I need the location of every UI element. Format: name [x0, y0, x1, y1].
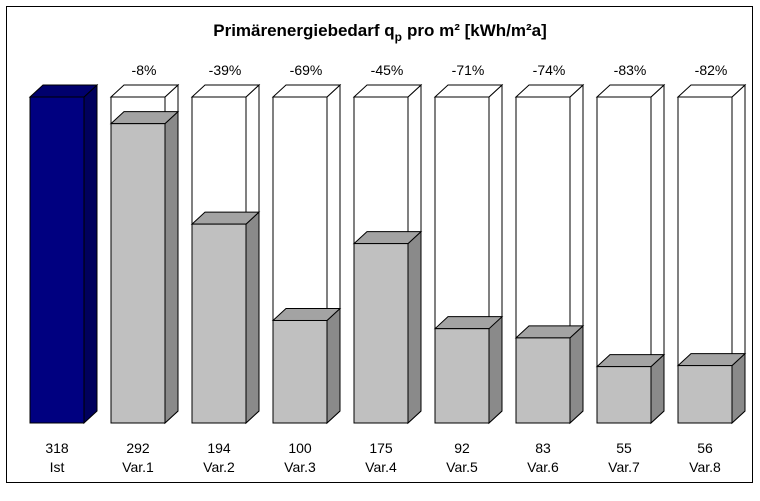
x-tick-label: Var.3 — [284, 459, 316, 475]
title-main: Primärenergiebedarf q — [213, 21, 394, 40]
bar — [434, 328, 490, 424]
value-label: 292 — [126, 440, 150, 456]
value-label: 100 — [288, 440, 312, 456]
bar — [515, 337, 571, 424]
x-tick-label: Var.6 — [527, 459, 559, 475]
bar-side — [488, 315, 503, 425]
change-label: -39% — [209, 62, 242, 78]
x-tick-label: Var.7 — [608, 459, 640, 475]
bar — [110, 123, 166, 424]
value-label: 318 — [45, 440, 69, 456]
bar — [353, 243, 409, 424]
change-label: -69% — [290, 62, 323, 78]
x-tick-label: Var.2 — [203, 459, 235, 475]
bar-side — [569, 324, 584, 425]
value-label: 92 — [454, 440, 470, 456]
change-label: -71% — [452, 62, 485, 78]
bar-side — [164, 110, 179, 425]
bar-side — [245, 210, 260, 425]
bar — [677, 365, 733, 424]
bar-side — [326, 307, 341, 425]
bar — [191, 223, 247, 424]
bar — [29, 96, 85, 424]
x-tick-label: Var.1 — [122, 459, 154, 475]
x-tick-label: Ist — [50, 459, 65, 475]
value-label: 175 — [369, 440, 393, 456]
chart-title: Primärenergiebedarf qp pro m² [kWh/m²a] — [213, 21, 547, 44]
value-label: 55 — [616, 440, 632, 456]
value-label: 83 — [535, 440, 551, 456]
change-label: -74% — [533, 62, 566, 78]
value-label: 194 — [207, 440, 231, 456]
title-subscript: p — [395, 30, 402, 44]
change-label: -83% — [614, 62, 647, 78]
change-label: -45% — [371, 62, 404, 78]
bar-side — [407, 230, 422, 425]
change-label: -82% — [695, 62, 728, 78]
x-tick-label: Var.5 — [446, 459, 478, 475]
change-label: -8% — [132, 62, 157, 78]
title-rest: pro m² [kWh/m²a] — [407, 21, 547, 40]
x-tick-label: Var.8 — [689, 459, 721, 475]
bar — [272, 319, 328, 424]
bar-side — [83, 83, 98, 425]
value-label: 56 — [697, 440, 713, 456]
bar — [596, 366, 652, 424]
x-tick-label: Var.4 — [365, 459, 397, 475]
